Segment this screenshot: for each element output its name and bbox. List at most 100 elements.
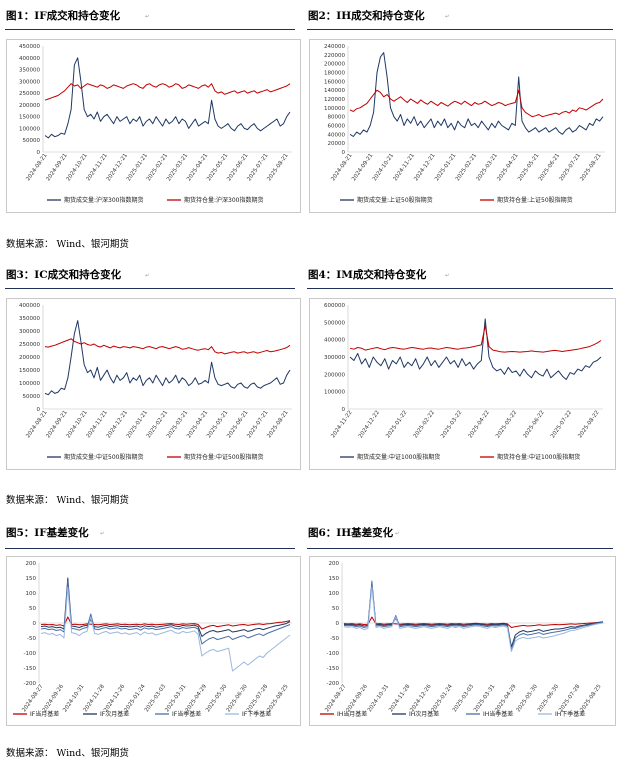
- y-tick-label: 50000: [23, 138, 41, 144]
- x-tick-label: 2025-08-21: [266, 153, 289, 183]
- y-tick-label: 50000: [23, 394, 41, 400]
- figure-2-title: 图2：IH成交和持仓变化: [308, 10, 425, 22]
- y-tick-label: 400000: [19, 303, 40, 309]
- series-line-0: [44, 320, 291, 396]
- series-line-1: [40, 577, 291, 637]
- series-line-1: [343, 583, 604, 648]
- legend-label: 期货持仓量:沪深300指数期货: [184, 196, 263, 204]
- legend-label: 期货持仓量:中证1000股指期货: [497, 453, 580, 461]
- legend-label: IH当季基差: [483, 710, 513, 718]
- y-tick-label: 200: [26, 561, 37, 567]
- series-line-1: [44, 338, 291, 355]
- y-tick-label: 50: [332, 606, 339, 612]
- x-tick-label: 2025-05-21: [517, 153, 540, 183]
- figure-6-chart: -200 -150 -100 -50 0 50 100 150 200 2024-08-27 202…: [309, 556, 616, 726]
- y-tick-label: 100000: [324, 106, 345, 112]
- y-tick-label: -100: [24, 651, 37, 657]
- figure-5-chart: -200 -150 -100 -50 0 50 100 150 200 2024-08-27 202…: [6, 556, 301, 726]
- figure-1-rule: [5, 29, 295, 30]
- data-source-3: 数据来源： Wind、银河期货: [6, 748, 129, 759]
- x-tick-label: 2025-04-21: [496, 153, 519, 183]
- legend-label: IF当季基差: [172, 710, 201, 718]
- y-tick-label: -200: [327, 681, 340, 687]
- figure-6-title: 图6：IH基差变化: [308, 527, 394, 539]
- figure-3-chart: 0 50000 100000 150000 200000 250000 300000 3500…: [6, 298, 301, 470]
- x-tick-label: 2025-03-03: [452, 683, 476, 713]
- series-line-2: [343, 580, 604, 651]
- legend-label: 期货成交量:中证1000股指期货: [357, 453, 440, 461]
- series-line-1: [349, 89, 604, 118]
- y-tick-label: 0: [336, 621, 340, 627]
- series-line-1: [44, 83, 291, 101]
- x-tick-label: 2025-03-31: [164, 684, 187, 714]
- x-tick-label: 2025-03-31: [473, 684, 496, 714]
- x-tick-label: 2025-01-22: [385, 410, 408, 440]
- y-tick-label: 150: [329, 576, 340, 582]
- legend-label: 期货持仓量:中证500股指期货: [184, 453, 263, 461]
- x-tick-label: 2025-07-28: [558, 683, 582, 713]
- x-tick-label: 2024-12-26: [409, 683, 433, 713]
- x-tick-label: 2025-04-29: [494, 683, 518, 713]
- figure-5-rule: [5, 548, 295, 549]
- figure-4-title: 图4：IM成交和持仓变化: [308, 269, 427, 281]
- anchor-mark: ↵: [100, 531, 105, 537]
- x-tick-label: 2025-06-30: [537, 683, 561, 713]
- y-tick-label: 220000: [324, 53, 345, 59]
- y-tick-label: 500000: [324, 320, 345, 326]
- x-tick-label: 2024-10-21: [372, 153, 395, 183]
- y-tick-label: -200: [24, 681, 37, 687]
- y-tick-label: 300000: [324, 355, 345, 361]
- x-tick-label: 2024-09-21: [351, 153, 374, 183]
- y-tick-label: 450000: [19, 44, 40, 50]
- y-tick-label: 80000: [328, 115, 346, 121]
- anchor-mark: ↵: [145, 273, 150, 279]
- y-tick-label: 60000: [328, 124, 346, 130]
- x-tick-label: 2025-02-22: [413, 410, 436, 440]
- x-tick-label: 2025-08-25: [266, 683, 290, 713]
- series-line-1: [349, 325, 602, 353]
- figure-3-rule: [5, 288, 295, 289]
- anchor-mark: ↵: [445, 273, 450, 279]
- x-tick-label: 2025-05-22: [495, 410, 518, 440]
- y-tick-label: -150: [327, 666, 340, 672]
- x-tick-label: 2024-10-31: [62, 684, 85, 714]
- y-tick-label: 150000: [19, 368, 40, 374]
- x-tick-label: 2025-03-21: [476, 153, 499, 183]
- y-tick-label: 20000: [328, 141, 346, 147]
- anchor-mark: ↵: [445, 14, 450, 20]
- anchor-mark: ↵: [395, 531, 400, 537]
- y-tick-label: 200000: [324, 62, 345, 68]
- legend-label: IH次月基差: [409, 710, 439, 718]
- figure-1-title: 图1：IF成交和持仓变化: [6, 10, 121, 22]
- y-tick-label: 180000: [324, 71, 345, 77]
- y-tick-label: 160000: [324, 79, 345, 85]
- figure-6-rule: [307, 548, 613, 549]
- y-tick-label: 200000: [19, 103, 40, 109]
- series-line-0: [343, 616, 604, 628]
- figure-2-chart: 0 20000 40000 60000 80000 100000 120000 140000 1…: [309, 39, 616, 213]
- x-tick-label: 2024-12-22: [358, 410, 381, 440]
- series-line-2: [40, 580, 291, 645]
- y-tick-label: 400000: [324, 338, 345, 344]
- x-tick-label: 2025-08-21: [266, 410, 289, 440]
- x-tick-label: 2025-04-22: [468, 410, 491, 440]
- y-tick-label: 400000: [19, 56, 40, 62]
- legend-label: IF次月基差: [100, 710, 129, 718]
- legend-label: 期货成交量:上证50股指期货: [357, 196, 433, 204]
- x-tick-label: 2024-09-26: [346, 683, 370, 713]
- y-tick-label: 150000: [19, 115, 40, 121]
- figure-2-rule: [307, 29, 613, 30]
- x-tick-label: 2024-08-21: [330, 153, 353, 183]
- y-tick-label: -150: [24, 666, 37, 672]
- x-tick-label: 2024-10-31: [367, 684, 390, 714]
- legend-label: IH下季基差: [555, 710, 585, 718]
- y-tick-label: 300000: [19, 79, 40, 85]
- y-tick-label: 0: [342, 407, 346, 413]
- y-tick-label: -100: [327, 651, 340, 657]
- legend-label: IH当月基差: [337, 710, 367, 718]
- y-tick-label: 100000: [19, 381, 40, 387]
- y-tick-label: 0: [33, 621, 37, 627]
- y-tick-label: 0: [37, 407, 41, 413]
- y-tick-label: 100000: [19, 126, 40, 132]
- y-tick-label: 240000: [324, 44, 345, 50]
